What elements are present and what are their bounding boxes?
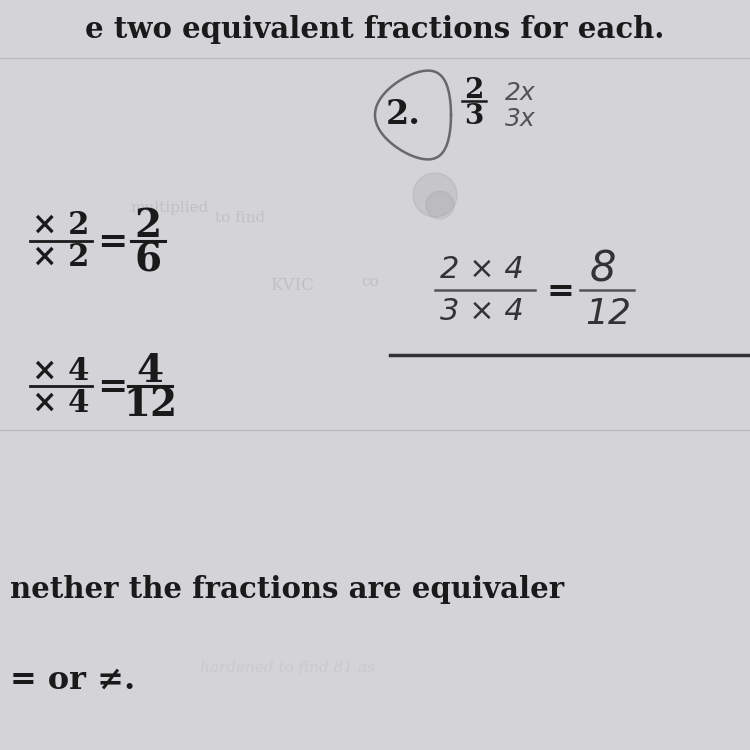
Text: 6: 6: [134, 241, 161, 279]
Text: 3x: 3x: [505, 107, 536, 131]
Text: 3: 3: [464, 103, 484, 130]
Text: co: co: [362, 275, 379, 289]
Text: =: =: [97, 225, 128, 259]
Text: e two equivalent fractions for each.: e two equivalent fractions for each.: [86, 16, 664, 44]
Circle shape: [413, 173, 457, 217]
Text: × 4: × 4: [32, 356, 89, 386]
Text: =: =: [97, 370, 128, 404]
Text: KVIC: KVIC: [270, 277, 314, 293]
Text: 12: 12: [123, 386, 177, 424]
Text: =: =: [546, 274, 574, 308]
Circle shape: [426, 191, 454, 219]
Text: = or ≠.: = or ≠.: [10, 664, 135, 695]
Text: hardened to find 81 as: hardened to find 81 as: [200, 661, 375, 675]
Text: 2: 2: [134, 207, 161, 245]
Text: nether the fractions are equivaler: nether the fractions are equivaler: [10, 575, 564, 604]
Text: × 4: × 4: [32, 388, 89, 418]
Text: 2.: 2.: [386, 98, 421, 131]
Text: 3 × 4: 3 × 4: [440, 298, 524, 326]
Text: multiplied: multiplied: [130, 201, 209, 215]
Text: × 2: × 2: [32, 211, 89, 242]
Text: 4: 4: [136, 352, 164, 390]
Text: 2x: 2x: [505, 81, 536, 105]
Text: 2: 2: [464, 76, 484, 104]
Text: 8: 8: [590, 249, 616, 291]
Text: × 2: × 2: [32, 242, 89, 274]
Text: 12: 12: [585, 297, 631, 331]
Text: 2 × 4: 2 × 4: [440, 256, 524, 284]
Text: to find: to find: [214, 211, 266, 225]
